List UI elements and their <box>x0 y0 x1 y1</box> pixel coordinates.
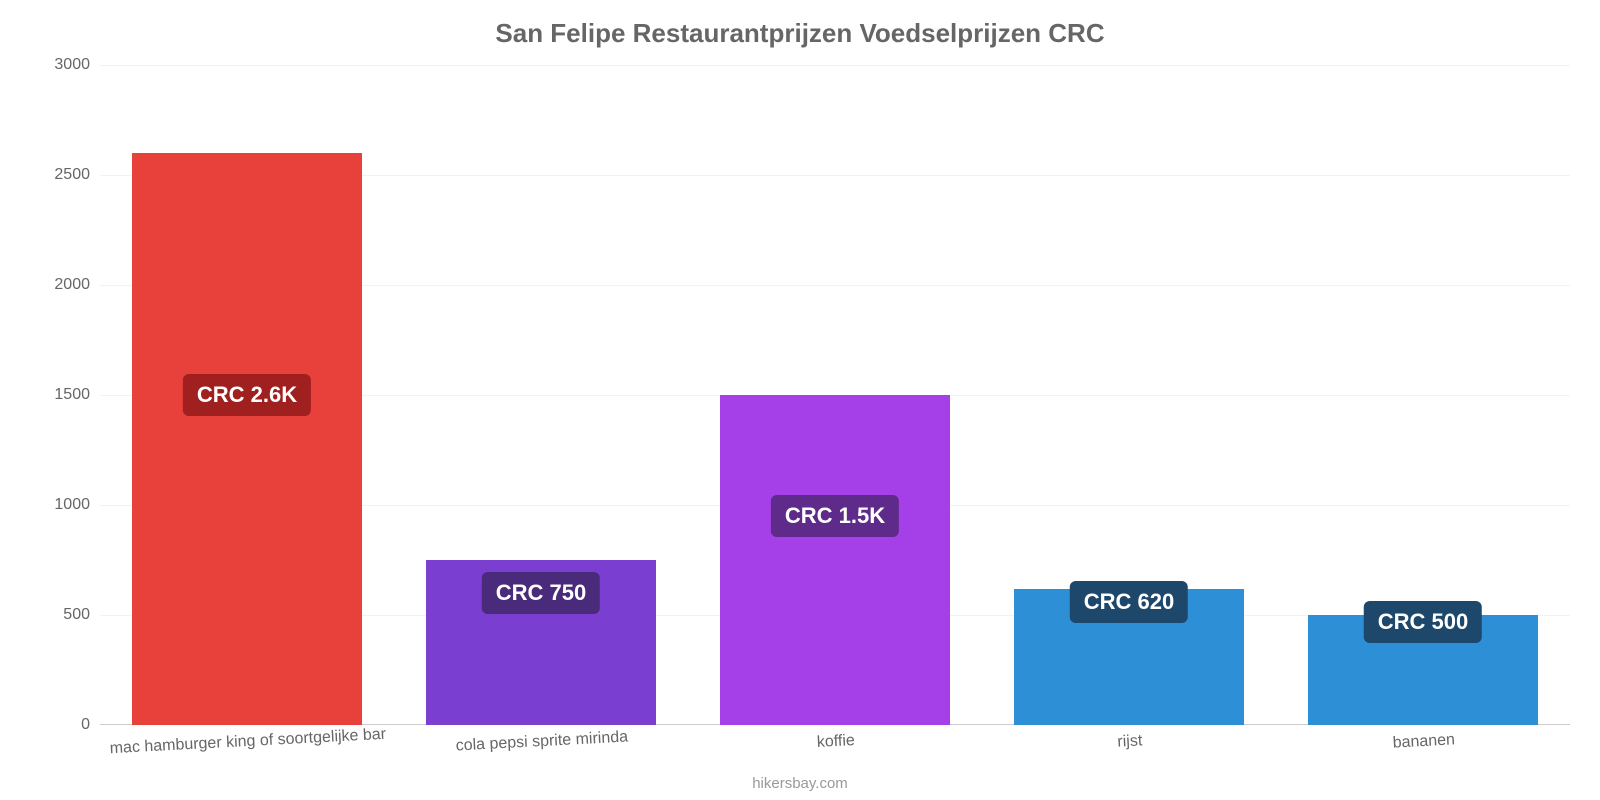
value-badge: CRC 500 <box>1364 601 1482 643</box>
x-tick-label: bananen <box>1392 723 1456 752</box>
y-tick-label: 0 <box>81 716 100 734</box>
plot-area: 050010001500200025003000mac hamburger ki… <box>100 65 1570 725</box>
y-tick-label: 1000 <box>54 496 100 514</box>
value-badge: CRC 1.5K <box>771 495 899 537</box>
value-badge: CRC 750 <box>482 572 600 614</box>
bar <box>132 153 361 725</box>
x-tick-label: koffie <box>816 724 855 752</box>
chart-footer: hikersbay.com <box>0 775 1600 792</box>
x-tick-label: cola pepsi sprite mirinda <box>455 720 629 755</box>
chart-title: San Felipe Restaurantprijzen Voedselprij… <box>0 18 1600 49</box>
x-tick-label: rijst <box>1117 724 1143 751</box>
y-tick-label: 3000 <box>54 56 100 74</box>
gridline <box>100 65 1570 66</box>
value-badge: CRC 2.6K <box>183 374 311 416</box>
y-tick-label: 2500 <box>54 166 100 184</box>
value-badge: CRC 620 <box>1070 581 1188 623</box>
bar <box>720 395 949 725</box>
y-tick-label: 1500 <box>54 386 100 404</box>
price-bar-chart: San Felipe Restaurantprijzen Voedselprij… <box>0 0 1600 800</box>
y-tick-label: 500 <box>63 606 100 624</box>
y-tick-label: 2000 <box>54 276 100 294</box>
